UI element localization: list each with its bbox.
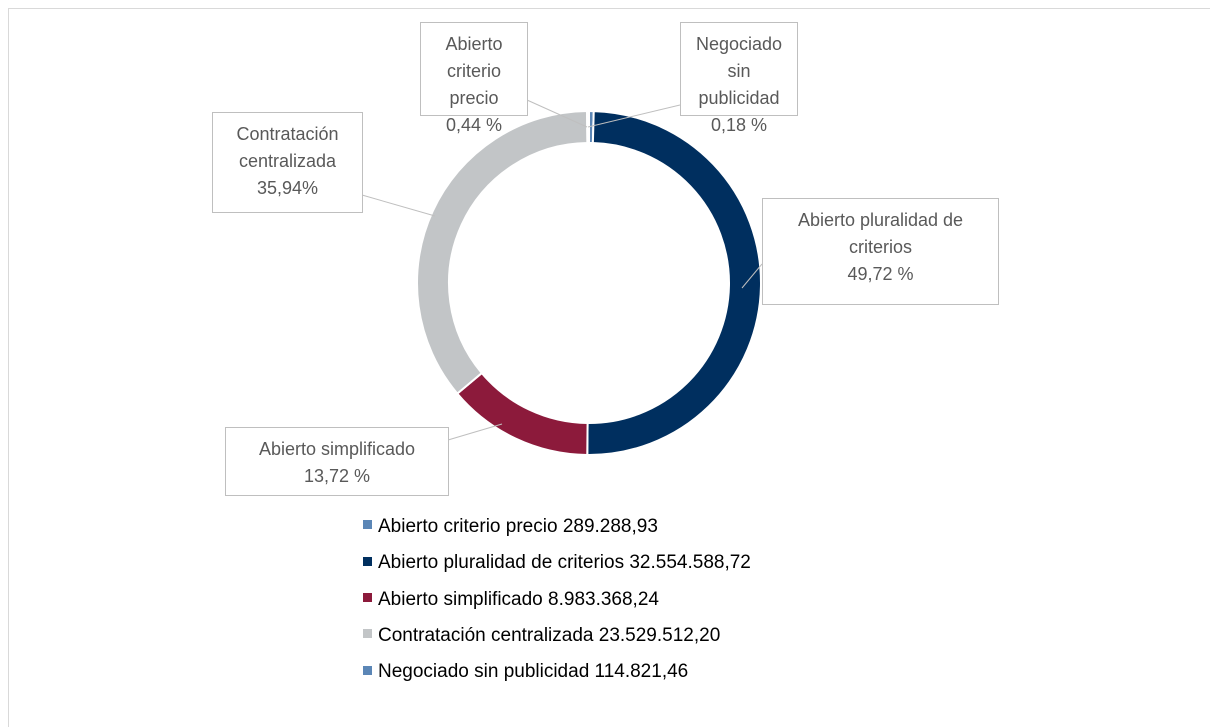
- leader-line: [587, 104, 681, 128]
- leader-line: [741, 263, 763, 289]
- data-label: Contratación centralizada 35,94%: [212, 112, 363, 213]
- data-label-value: 0,18 %: [710, 115, 768, 135]
- legend-swatch: [363, 520, 372, 530]
- data-label-name: Abierto pluralidad de criterios: [797, 210, 964, 257]
- legend-amount: 23.529.512,20: [598, 624, 721, 646]
- legend-label: Abierto pluralidad de criterios: [378, 552, 625, 574]
- leader-line: [526, 99, 588, 128]
- leader-line: [447, 423, 503, 441]
- legend-label: Abierto simplificado: [378, 588, 543, 610]
- legend-entry: Abierto pluralidad de criterios 32.554.5…: [363, 551, 751, 575]
- legend-label: Negociado sin publicidad: [378, 661, 590, 683]
- leader-lines: [361, 99, 763, 441]
- data-label: Abierto simplificado 13,72 %: [225, 427, 449, 496]
- donut-slice: [416, 109, 589, 396]
- data-label-value: 13,72 %: [303, 466, 371, 486]
- legend-entry: Contratación centralizada 23.529.512,20: [363, 624, 720, 648]
- legend-amount: 32.554.588,72: [629, 552, 751, 574]
- legend-amount: 114.821,46: [594, 661, 689, 683]
- data-label-name: Abierto simplificado: [258, 439, 416, 459]
- legend-amount: 8.983.368,24: [548, 588, 659, 610]
- leader-line: [361, 194, 436, 217]
- legend-entry: Abierto criterio precio 289.288,93: [363, 515, 658, 539]
- legend-swatch: [363, 556, 372, 566]
- legend-entry: Abierto simplificado 8.983.368,24: [363, 588, 659, 612]
- data-label: Abierto criterio precio 0,44 %: [420, 22, 528, 135]
- chart-frame: [8, 8, 1210, 727]
- data-label: Abierto pluralidad de criterios 49,72 %: [762, 198, 999, 305]
- data-label-value: 49,72 %: [847, 264, 914, 284]
- legend-label: Abierto criterio precio: [378, 516, 558, 537]
- legend-entry: Negociado sin publicidad 114.821,46: [363, 660, 688, 684]
- data-label: Negociado sin publicidad 0,18 %: [680, 22, 798, 135]
- donut-slice: [586, 110, 762, 456]
- data-label-name: Negociado sin publicidad: [695, 34, 783, 108]
- data-label-value: 0,44 %: [445, 115, 503, 135]
- legend-swatch: [363, 665, 372, 675]
- data-label-value: 35,94%: [256, 178, 319, 198]
- donut-slice: [455, 371, 589, 457]
- data-label-name: Contratación centralizada: [236, 124, 339, 171]
- data-label-name: Abierto criterio precio: [445, 34, 503, 108]
- legend-swatch: [363, 629, 372, 639]
- legend-swatch: [363, 593, 372, 603]
- legend-label: Contratación centralizada: [378, 624, 594, 646]
- legend-amount: 289.288,93: [562, 516, 658, 537]
